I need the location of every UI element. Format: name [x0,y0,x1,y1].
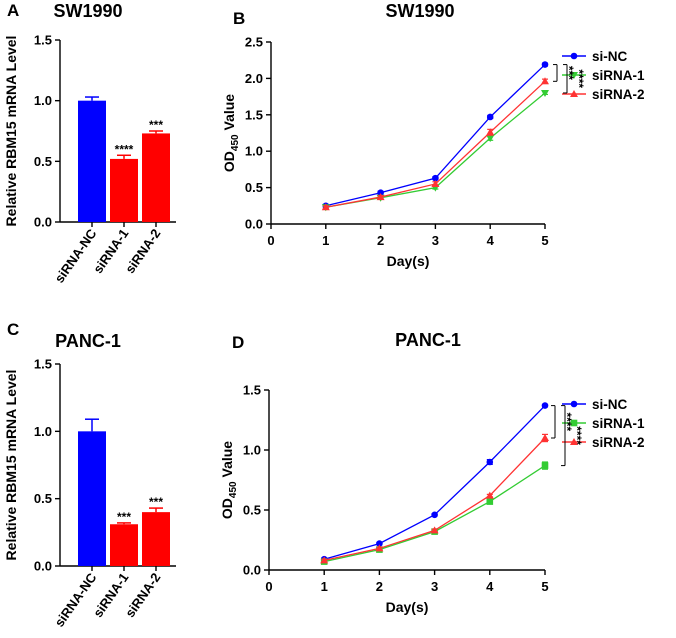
panel-b-data-point [431,179,440,187]
panel-b-y-tick-label: 1.0 [245,144,263,159]
panel-c-bar [110,524,138,566]
panel-a-bar [110,158,138,222]
panel-b-x-tick-label: 3 [432,233,439,248]
panel-b-legend-label: si-NC [592,49,628,64]
panel-b-significance: **** [572,69,586,88]
panel-b-x-tick-label: 2 [377,233,384,248]
panel-b-legend-marker [570,72,578,79]
panel-b-data-point [486,135,495,143]
panel-d-legend-label: siRNA-2 [592,435,645,450]
panel-b-significance: *** [562,66,576,80]
panel-d-data-point [376,540,383,547]
panel-d-data-point [375,544,384,552]
panel-d-legend-marker [570,419,578,427]
panel-a-title: SW1990 [53,1,122,21]
panel-d-x-tick-label: 0 [265,579,272,594]
panel-d-x-tick-label: 1 [321,579,328,594]
panel-c-y-tick-label: 1.0 [34,424,52,439]
panel-d-legend-marker [570,400,578,408]
panel-d-legend-marker [570,438,578,445]
panel-a-y-tick-label: 0.5 [34,154,52,169]
panel-b-y-tick-label: 2.0 [245,71,263,86]
panel-b-data-point [377,189,384,196]
panel-b-data-point [541,89,549,97]
panel-b-legend-marker [570,52,578,60]
panel-b-y-tick-label: 2.5 [245,35,263,50]
panel-c-y-tick-label: 1.5 [34,357,52,372]
panel-d-data-point [485,491,494,499]
panel-b-x-tick-label: 5 [541,233,548,248]
panel-d-data-point [430,526,439,534]
panel-d-x-tick-label: 5 [541,579,548,594]
panel-a-letter: A [7,1,19,20]
panel-d-x-tick-label: 4 [486,579,494,594]
panel-d-data-point [541,402,549,409]
panel-c-y-tick-label: 0.5 [34,491,52,506]
panel-b-legend-label: siRNA-2 [592,87,645,102]
panel-b-legend-label: siRNA-1 [592,68,645,83]
panel-a-y-tick-label: 1.0 [34,93,52,108]
panel-d-data-point [541,462,549,469]
panel-b-y-tick-label: 0.5 [245,180,263,195]
panel-b-title: SW1990 [385,1,454,21]
panel-c-x-tick-label: siRNA-NC [52,570,100,630]
panel-a-y-label: Relative RBM15 mRNA Level [3,36,19,227]
panel-b-legend-marker [570,90,578,97]
panel-d-title: PANC-1 [395,330,461,350]
panel-b-data-point [432,174,439,182]
panel-d-x-tick-label: 2 [376,579,383,594]
panel-a-significance: *** [149,118,163,132]
panel-d-series-line [324,405,546,560]
panel-b-x-label: Day(s) [387,253,430,269]
panel-b-data-point [541,61,549,68]
panel-c-y-label: Relative RBM15 mRNA Level [3,370,19,561]
panel-d-data-point [541,434,549,441]
panel-b-x-tick-label: 0 [267,233,274,248]
panel-d-legend-label: si-NC [592,397,628,412]
panel-b-y-tick-label: 0.0 [245,217,263,232]
panel-b-data-point [486,128,495,136]
panel-c-bar [142,512,170,566]
panel-d-y-tick-label: 1.5 [243,383,261,398]
panel-b-x-tick-label: 1 [322,233,329,248]
panel-b-data-point [486,113,494,121]
panel-a-bar [142,133,170,222]
panel-d-series-line [324,437,546,562]
panel-d-letter: D [232,333,244,352]
panel-d-y-tick-label: 1.0 [243,443,261,458]
panel-d-data-point [486,498,494,505]
panel-c-letter: C [7,320,19,339]
panel-d-significance: **** [570,426,584,445]
panel-c-significance: *** [117,510,131,524]
panel-c-title: PANC-1 [55,331,121,351]
panel-b-y-label: OD450 Value [221,94,241,172]
panel-d-y-tick-label: 0.0 [243,563,261,578]
panel-c-bar [78,431,106,566]
panel-c-y-tick-label: 0.0 [34,559,52,574]
panel-b-data-point [541,77,549,85]
panel-d-significance: **** [560,412,574,431]
panel-b-letter: B [233,9,245,28]
panel-b-y-tick-label: 1.5 [245,107,263,122]
panel-d-data-point [320,556,329,564]
panel-d-data-point [431,511,438,519]
panel-d-x-tick-label: 3 [431,579,438,594]
panel-d-data-point [486,458,494,466]
panel-c-significance: *** [149,495,163,509]
panel-b-x-tick-label: 4 [487,233,495,248]
panel-d-y-tick-label: 0.5 [243,503,261,518]
panel-b-data-point [321,203,330,211]
panel-a-y-tick-label: 1.5 [34,33,52,48]
panel-a-significance: **** [115,142,134,156]
panel-d-y-label: OD450 Value [219,441,239,519]
panel-a-bar [78,100,106,222]
panel-a-y-tick-label: 0.0 [34,215,52,230]
panel-b-data-point [376,193,385,201]
panel-d-legend-label: siRNA-1 [592,416,645,431]
panel-d-x-label: Day(s) [386,599,429,615]
panel-a-x-tick-label: siRNA-NC [52,226,100,286]
